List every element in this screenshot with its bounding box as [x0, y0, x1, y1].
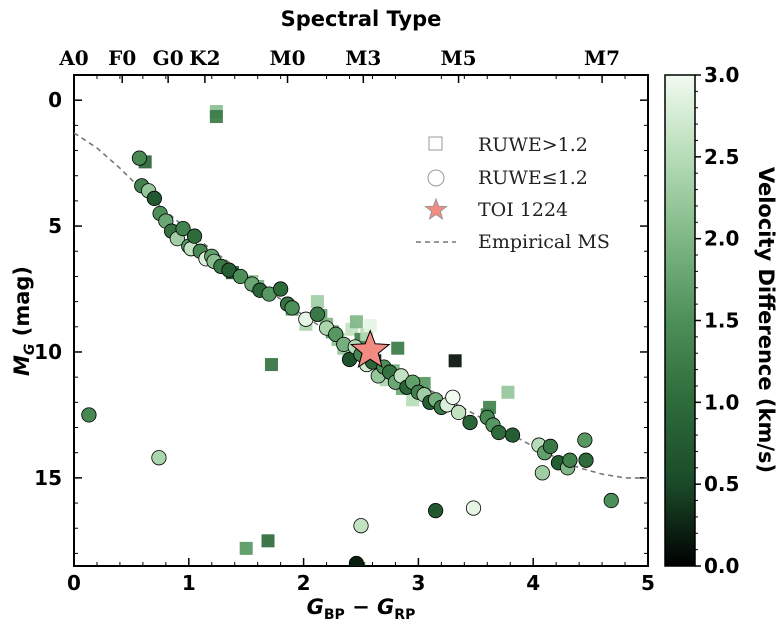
colorbar-tick-label: 3.0 [704, 63, 739, 87]
ruwe-gt-point [363, 319, 377, 333]
ruwe-gt-point [501, 385, 515, 399]
ruwe-le-point [175, 220, 191, 237]
x-tick-label: 1 [182, 571, 196, 595]
toi-1224-star [349, 329, 391, 369]
ruwe-le-point [186, 228, 203, 244]
ruwe-le-point [542, 438, 559, 454]
ruwe-le-point [221, 262, 237, 278]
colorbar [664, 74, 696, 567]
legend: RUWE>1.2 RUWE≤1.2 TOI 1224 Empirical MS [416, 134, 610, 253]
spectral-type-label: M0 [269, 46, 305, 70]
ruwe-gt-point [448, 354, 462, 368]
x-tick-label: 5 [641, 571, 655, 595]
colorbar-tick-label: 0.0 [704, 554, 739, 578]
ruwe-le-point [328, 326, 344, 342]
top-axis-title: Spectral Type [281, 7, 442, 31]
ruwe-le-point [232, 268, 249, 285]
legend-circle-marker [427, 169, 445, 187]
y-axis-title: MG (mag) [10, 266, 38, 376]
ruwe-le-series [81, 150, 619, 566]
colorbar-tick-label: 2.5 [704, 145, 739, 169]
ruwe-gt-point [209, 110, 223, 124]
colorbar-label: Velocity Difference (km/s) [754, 167, 778, 473]
plot-area [74, 105, 648, 566]
ruwe-le-point [151, 450, 167, 466]
x-tick-label: 3 [411, 571, 425, 595]
ruwe-le-point [81, 407, 97, 423]
spectral-type-label: M3 [345, 46, 381, 70]
colorbar-tick-label: 1.5 [704, 309, 739, 333]
x-tick-label: 4 [526, 571, 540, 595]
ruwe-le-point [146, 190, 162, 206]
ruwe-gt-point [239, 541, 253, 555]
ruwe-le-point [450, 404, 467, 421]
spectral-type-label: K2 [189, 46, 220, 70]
ruwe-gt-point [391, 341, 405, 355]
spectral-type-label: M7 [584, 46, 620, 70]
spectral-type-label: M5 [441, 46, 477, 70]
ruwe-le-point [445, 389, 461, 405]
ruwe-le-point [491, 424, 507, 441]
y-tick-label: 0 [48, 88, 62, 112]
ruwe-le-point [534, 465, 550, 481]
legend-square-marker [428, 136, 443, 151]
legend-label-ruwe-le: RUWE≤1.2 [478, 167, 588, 189]
ruwe-le-point [428, 503, 444, 519]
ruwe-le-point [603, 492, 619, 509]
ruwe-le-point [462, 414, 478, 431]
ruwe-gt-point [264, 358, 278, 372]
spectral-type-label: F0 [108, 46, 136, 70]
legend-star-marker [424, 197, 448, 221]
ruwe-le-point [353, 518, 369, 534]
legend-label-toi: TOI 1224 [478, 199, 568, 221]
legend-label-ms: Empirical MS [478, 231, 610, 253]
x-tick-label: 0 [67, 571, 81, 595]
ruwe-le-point [131, 150, 148, 166]
ruwe-le-point [348, 555, 365, 566]
legend-label-ruwe-gt: RUWE>1.2 [478, 134, 588, 156]
ruwe-le-point [578, 452, 594, 468]
x-tick-label: 2 [297, 571, 311, 595]
ruwe-le-point [577, 432, 593, 448]
ruwe-gt-point [261, 534, 275, 548]
colorbar-ticks: 0.0 0.5 1.0 1.5 2.0 2.5 3.0 [695, 63, 739, 578]
spectral-type-label: G0 [153, 46, 184, 70]
ruwe-le-point [284, 300, 300, 316]
spectral-type-label: A0 [58, 46, 88, 70]
y-tick-label: 5 [48, 214, 62, 238]
colorbar-tick-label: 0.5 [704, 472, 739, 496]
colorbar-tick-label: 1.0 [704, 390, 739, 414]
y-tick-label: 10 [34, 340, 62, 364]
ruwe-le-point [562, 452, 578, 468]
ruwe-le-point [309, 306, 325, 322]
x-axis-title: GBP − GRP [307, 595, 416, 623]
ruwe-le-point [273, 281, 289, 297]
ruwe-gt-point [310, 295, 324, 309]
ruwe-le-point [465, 500, 482, 516]
ruwe-gt-point [349, 315, 363, 329]
ruwe-le-point [504, 427, 521, 443]
colorbar-tick-label: 2.0 [704, 227, 739, 251]
y-tick-label: 15 [34, 466, 62, 490]
axis-ticks: 0 1 2 3 4 5 0 5 10 15 A0 F0 G0 K2 M0 M3 M5 M7 [34, 46, 655, 595]
